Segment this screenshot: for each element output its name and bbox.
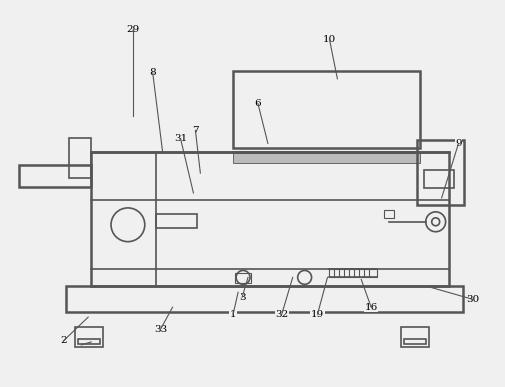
Text: 3: 3 <box>239 293 245 302</box>
Text: 9: 9 <box>455 139 462 148</box>
Text: 8: 8 <box>149 68 156 77</box>
Bar <box>156 214 197 228</box>
Text: 31: 31 <box>174 134 187 143</box>
Text: 6: 6 <box>255 99 261 108</box>
Bar <box>329 269 377 277</box>
Bar <box>233 153 420 163</box>
Text: 1: 1 <box>230 310 236 319</box>
Bar <box>235 274 251 283</box>
Bar <box>417 140 465 205</box>
Text: 29: 29 <box>126 25 139 34</box>
Bar <box>233 71 420 148</box>
Bar <box>19 165 91 187</box>
Bar <box>404 339 426 344</box>
Bar <box>424 170 453 188</box>
Text: 33: 33 <box>154 325 167 334</box>
Text: 7: 7 <box>192 126 199 135</box>
Text: 16: 16 <box>365 303 378 312</box>
Bar <box>75 327 103 347</box>
Text: 10: 10 <box>323 34 336 44</box>
Bar <box>66 286 464 312</box>
Text: 30: 30 <box>466 295 479 304</box>
Bar <box>384 210 394 218</box>
Bar <box>69 139 91 178</box>
Text: 2: 2 <box>60 336 67 346</box>
Bar <box>78 339 100 344</box>
Bar <box>91 152 448 286</box>
Bar <box>401 327 429 347</box>
Text: 19: 19 <box>311 310 324 319</box>
Text: 32: 32 <box>275 310 288 319</box>
